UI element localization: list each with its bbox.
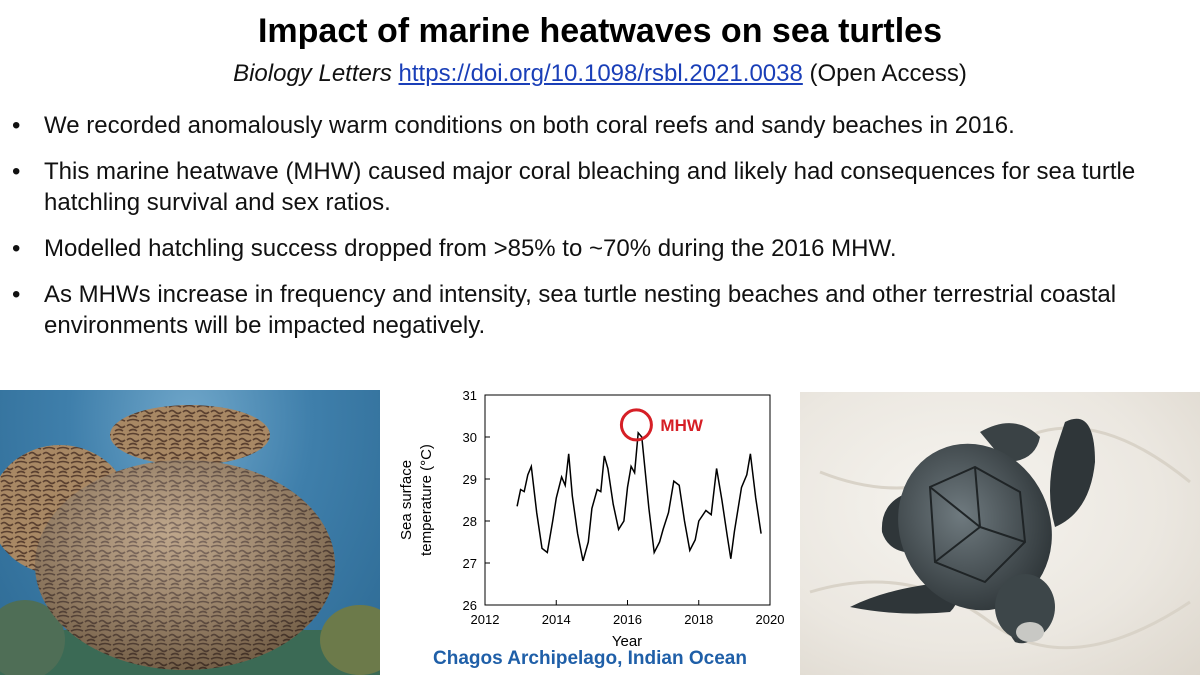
- journal-name: Biology Letters: [233, 60, 392, 87]
- x-axis-label: Year: [612, 633, 642, 650]
- y-tick-label: 30: [463, 430, 477, 445]
- bullet-text: We recorded anomalously warm conditions …: [44, 112, 1015, 139]
- brain-coral-image: [0, 405, 380, 675]
- bullet-dot-icon: •: [12, 158, 21, 185]
- y-axis-label-line2: temperature (°C): [418, 444, 435, 556]
- bullet-item: • We recorded anomalously warm conditions…: [12, 110, 1192, 141]
- brain-coral-photo: [0, 390, 380, 675]
- sst-chart: 26 27 28 29 30 31 2012 2014 2016 2018 2020 MHW Ye…: [398, 388, 785, 650]
- mhw-annotation-label: MHW: [660, 416, 703, 435]
- x-tick-label: 2020: [756, 612, 785, 627]
- bullet-dot-icon: •: [12, 235, 21, 262]
- mhw-highlight-circle: [619, 408, 653, 442]
- y-tick-label: 28: [463, 514, 477, 529]
- y-tick-label: 27: [463, 556, 477, 571]
- turtle-hatchling-image: [809, 418, 1191, 650]
- y-tick-label: 26: [463, 598, 477, 613]
- x-tick-label: 2012: [471, 612, 500, 627]
- bullet-text: This marine heatwave (MHW) caused major …: [44, 158, 1136, 216]
- sst-series-line: [516, 430, 762, 562]
- location-caption: Chagos Archipelago, Indian Ocean: [433, 648, 747, 669]
- bullet-dot-icon: •: [12, 281, 21, 308]
- y-tick-label: 31: [463, 388, 477, 403]
- doi-link[interactable]: https://doi.org/10.1098/rsbl.2021.0038: [398, 60, 803, 87]
- bullet-text: As MHWs increase in frequency and intens…: [44, 281, 1117, 339]
- bullet-dot-icon: •: [12, 112, 21, 139]
- x-tick-label: 2014: [542, 612, 571, 627]
- y-tick-label: 29: [463, 472, 477, 487]
- x-tick-label: 2018: [684, 612, 713, 627]
- bullet-item: • This marine heatwave (MHW) caused major…: [12, 156, 1192, 218]
- bullet-list: • We recorded anomalously warm conditions…: [12, 110, 1192, 356]
- x-tick-label: 2016: [613, 612, 642, 627]
- bullet-text: Modelled hatchling success dropped from …: [44, 235, 897, 262]
- plot-area: [484, 394, 771, 606]
- bullet-item: • As MHWs increase in frequency and inten…: [12, 279, 1192, 341]
- bullet-item: • Modelled hatchling success dropped from…: [12, 233, 1192, 264]
- y-axis-label-line1: Sea surface: [398, 460, 415, 540]
- turtle-hatchling-photo: [800, 392, 1200, 675]
- citation-line: Biology Letters https://doi.org/10.1098/…: [0, 60, 1200, 88]
- open-access-note: (Open Access): [809, 60, 967, 87]
- slide-title: Impact of marine heatwaves on sea turtle…: [257, 12, 943, 50]
